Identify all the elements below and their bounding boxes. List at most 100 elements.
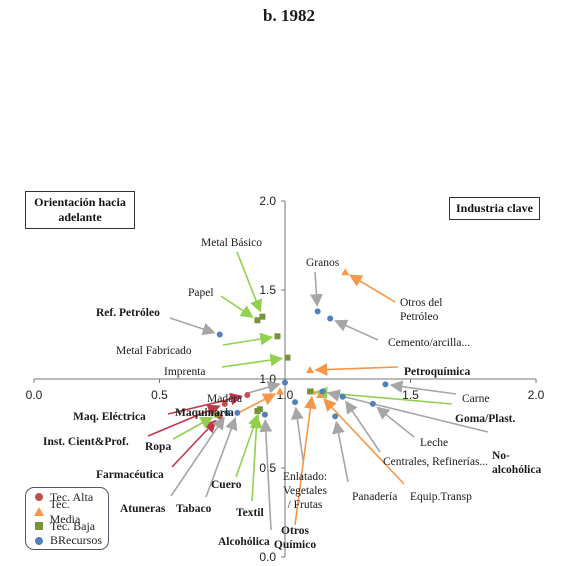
point-label: Enlatado: Vegetales / Frutas xyxy=(283,471,328,511)
point-label-line: Ropa xyxy=(145,441,171,453)
point-label: Madera xyxy=(207,393,242,405)
point-label: Centrales, Refinerías... xyxy=(383,456,488,468)
point-label-line: Metal Fabricado xyxy=(116,345,192,357)
x-tick-label: 0.5 xyxy=(151,388,168,402)
leader-arrow xyxy=(310,271,323,307)
leader-arrow xyxy=(349,274,396,303)
data-point xyxy=(292,399,299,406)
point-label: Alcohólica xyxy=(218,536,270,548)
point-label-line: Maq. Eléctrica xyxy=(73,411,146,423)
chart-title: b. 1982 xyxy=(263,6,315,25)
point-label-line: Atuneras xyxy=(120,503,166,515)
leader-arrow xyxy=(249,415,263,502)
leader-arrow xyxy=(221,353,284,368)
point-label-line: Otros del xyxy=(400,297,442,309)
data-point xyxy=(306,366,315,374)
data-point xyxy=(282,379,288,386)
point-label-line: Maquinaria xyxy=(175,407,234,419)
leader-arrow xyxy=(172,416,214,440)
point-label: Maq. Eléctrica xyxy=(73,411,146,423)
data-point xyxy=(221,400,228,407)
leader-arrow xyxy=(170,416,225,497)
point-label-line: Ref. Petróleo xyxy=(96,307,160,319)
point-label: Atuneras xyxy=(120,503,166,515)
point-label-line: Papel xyxy=(188,287,214,299)
leader-arrow xyxy=(220,295,254,318)
point-label-line: Inst. Cient&Prof. xyxy=(43,436,129,448)
leader-arrow xyxy=(167,392,244,415)
legend-marker-icon xyxy=(32,506,46,517)
legend: Tec. Alta Tec. Media Tec. Baja BRecursos xyxy=(25,487,109,550)
data-point xyxy=(369,400,376,407)
legend-label: Tec. Media xyxy=(49,496,81,526)
leader-arrow xyxy=(334,319,379,341)
point-label-line: Metal Básico xyxy=(201,237,262,249)
point-label-line: Enlatado: xyxy=(283,471,327,483)
point-label: Ref. Petróleo xyxy=(96,307,160,319)
legend-item: Tec. Baja xyxy=(32,519,102,534)
y-tick-label: 1.0 xyxy=(259,372,276,386)
data-point xyxy=(214,411,221,418)
point-label-line: Equip.Transp xyxy=(410,491,472,503)
point-label: Ropa xyxy=(145,441,171,453)
point-label-line: Alcohólica xyxy=(218,536,270,548)
point-label-line: / Frutas xyxy=(288,499,323,511)
point-label-line: Otros xyxy=(281,525,309,537)
leader-arrow xyxy=(291,406,304,461)
point-label-line: Goma/Plast. xyxy=(455,413,515,425)
data-point xyxy=(284,354,291,361)
leader-arrow xyxy=(314,363,399,376)
data-point xyxy=(307,388,314,395)
leader-arrow xyxy=(314,386,453,405)
leader-arrow xyxy=(259,418,273,531)
point-label: Panadería xyxy=(352,491,397,503)
point-label-line: Leche xyxy=(420,437,448,449)
y-tick-label: 1.5 xyxy=(259,283,276,297)
point-label-line: Textil xyxy=(236,507,264,519)
data-point xyxy=(339,393,346,400)
data-point xyxy=(316,391,325,399)
point-label-line: Panadería xyxy=(352,491,397,503)
data-point xyxy=(319,388,326,395)
point-label: Otros Químico xyxy=(274,525,316,551)
legend-item: Tec. Media xyxy=(32,497,102,526)
point-label: Farmacéutica xyxy=(96,469,164,481)
data-point xyxy=(234,409,241,416)
point-label: Equip.Transp xyxy=(410,491,472,503)
legend-marker-icon xyxy=(32,492,46,502)
orientation-box-text: Orientación hacia adelante xyxy=(34,195,126,224)
data-point xyxy=(254,408,261,415)
point-label-line: Químico xyxy=(274,539,316,551)
leader-arrow xyxy=(205,416,238,498)
data-point xyxy=(341,268,350,276)
point-label: Petroquímica xyxy=(404,366,470,378)
key-industry-box-text: Industria clave xyxy=(456,201,534,215)
point-label-line: Granos xyxy=(306,257,340,269)
leader-arrow xyxy=(345,400,381,453)
point-label: Tabaco xyxy=(176,503,212,515)
point-label-line: Imprenta xyxy=(164,366,206,378)
x-tick-label: 0.0 xyxy=(26,388,43,402)
data-point xyxy=(274,333,281,340)
point-label: Cemento/arcilla... xyxy=(388,337,470,349)
point-label: Granos xyxy=(306,257,340,269)
leader-arrow xyxy=(247,381,281,394)
data-point xyxy=(275,387,284,395)
point-label: No-alcohólica xyxy=(492,450,541,476)
y-tick-label: 0.0 xyxy=(259,550,276,564)
point-label-line: Centrales, Refinerías... xyxy=(383,456,488,468)
leader-arrow xyxy=(294,395,317,526)
point-label: Cuero xyxy=(211,479,242,491)
point-label: Papel xyxy=(188,287,214,299)
x-tick-label: 2.0 xyxy=(528,388,545,402)
point-label: Otros del Petróleo xyxy=(400,297,442,323)
data-point xyxy=(254,317,261,324)
leader-arrow xyxy=(236,251,263,313)
leader-arrow xyxy=(323,398,405,485)
data-point xyxy=(382,381,389,388)
data-point xyxy=(332,413,339,420)
point-label: Carne xyxy=(462,393,489,405)
leader-arrow xyxy=(389,380,457,395)
y-tick-label: 2.0 xyxy=(259,194,276,208)
data-point xyxy=(259,313,266,320)
